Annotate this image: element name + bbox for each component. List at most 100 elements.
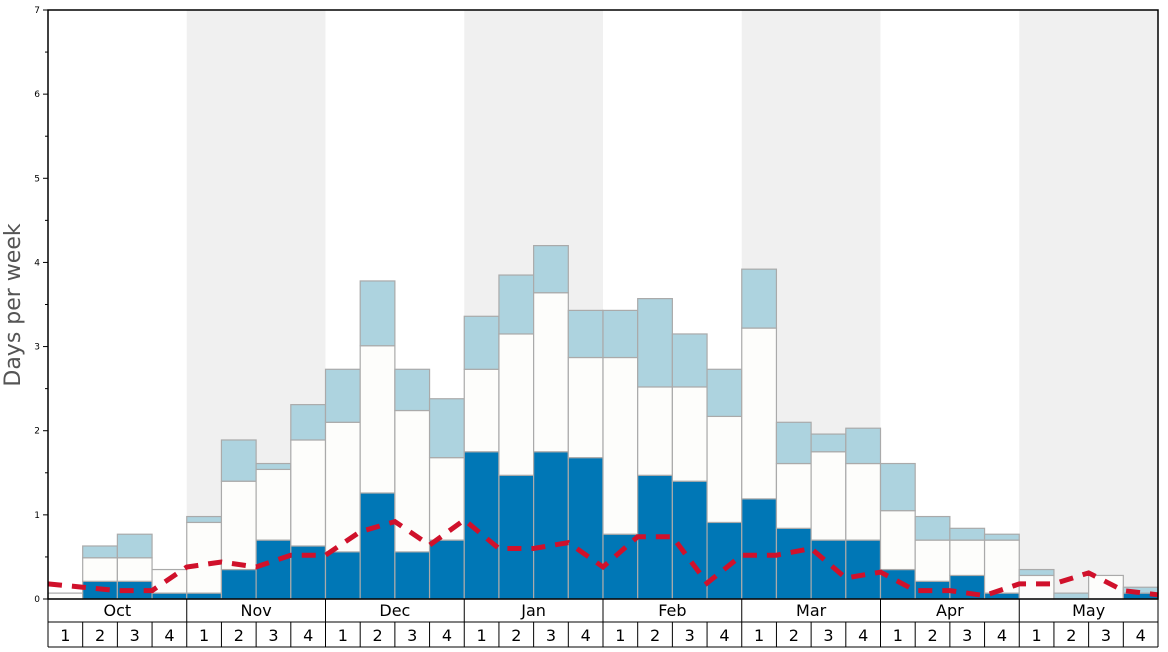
- axes: 0 1 2 3 4 5 6 7 Oct 1 2 3 4 Nov 1 2 3 4 Dec 1 2 3 4 Jan 1 2 3 4 Feb 1…: [34, 6, 1159, 648]
- bar-white: [810, 451, 847, 541]
- y-tick-label: 3: [34, 343, 40, 353]
- month-label: Mar: [796, 601, 827, 620]
- month-label: Nov: [241, 601, 272, 620]
- week-label: 1: [615, 626, 625, 645]
- y-tick-label: 1: [34, 511, 40, 521]
- bar-white: [255, 468, 292, 541]
- bar-light: [983, 533, 1020, 541]
- week-label: 2: [650, 626, 660, 645]
- bar-white: [290, 439, 327, 547]
- bar-light: [637, 298, 673, 388]
- average-line-path: [47, 516, 1159, 599]
- bar-white: [845, 462, 882, 541]
- bar-white: [741, 327, 778, 500]
- month-band-may: [1019, 10, 1158, 599]
- week-label: 3: [685, 626, 695, 645]
- week-label: 3: [130, 626, 140, 645]
- week-label: 4: [719, 626, 729, 645]
- bar-light: [220, 439, 257, 482]
- week-label: 2: [95, 626, 105, 645]
- bar-light: [116, 533, 153, 559]
- bar-dark: [428, 539, 465, 600]
- bar-light: [775, 421, 812, 465]
- week-label: 3: [962, 626, 972, 645]
- week-label: 2: [789, 626, 799, 645]
- week-label: 2: [1066, 626, 1076, 645]
- bar-light: [671, 333, 708, 388]
- week-label: 3: [268, 626, 278, 645]
- y-tick-label: 4: [34, 258, 40, 268]
- bar-light: [324, 368, 361, 423]
- bar-light: [1053, 592, 1090, 600]
- bar-dark: [151, 592, 188, 600]
- month-label: Dec: [379, 601, 410, 620]
- week-label: 2: [511, 626, 521, 645]
- bar-dark: [810, 539, 847, 600]
- bar-white: [671, 386, 708, 482]
- bar-light: [498, 274, 535, 335]
- month-label: Oct: [104, 601, 132, 620]
- bar-dark: [394, 551, 431, 600]
- bar-white: [706, 415, 743, 524]
- bar-dark: [602, 533, 639, 600]
- bar-light: [706, 368, 743, 418]
- bar-light: [394, 368, 431, 412]
- y-tick-label: 2: [34, 427, 40, 437]
- week-label: 3: [1101, 626, 1111, 645]
- bar-light: [845, 427, 882, 465]
- week-label: 2: [927, 626, 937, 645]
- bar-white: [47, 592, 84, 600]
- week-label: 4: [858, 626, 868, 645]
- week-label: 1: [60, 626, 70, 645]
- month-label: Apr: [936, 601, 964, 620]
- bar-white: [637, 386, 673, 476]
- bar-dark: [567, 457, 604, 600]
- bar-dark: [533, 451, 569, 600]
- week-label: 1: [1032, 626, 1042, 645]
- bar-white: [428, 457, 465, 541]
- week-label: 4: [581, 626, 591, 645]
- week-label: 4: [303, 626, 313, 645]
- bar-light: [290, 404, 327, 441]
- y-tick-label: 6: [34, 90, 40, 100]
- y-tick-label: 0: [34, 595, 40, 605]
- bar-white: [602, 356, 639, 535]
- bars: [47, 245, 1159, 600]
- bar-white: [116, 557, 153, 582]
- week-label: 3: [546, 626, 556, 645]
- y-tick-label: 5: [34, 174, 40, 184]
- week-label: 1: [338, 626, 348, 645]
- week-label: 4: [1136, 626, 1146, 645]
- bar-dark: [359, 492, 396, 600]
- bar-white: [879, 510, 916, 571]
- bar-white: [82, 557, 118, 582]
- bar-light: [359, 280, 396, 347]
- bar-dark: [324, 551, 361, 600]
- bar-light: [428, 398, 465, 459]
- week-label: 1: [754, 626, 764, 645]
- bar-light: [82, 545, 118, 559]
- y-axis-label: Days per week: [1, 223, 26, 386]
- y-tick-label: 7: [34, 6, 40, 16]
- bar-light: [1018, 568, 1055, 577]
- bar-dark: [845, 539, 882, 600]
- average-line: [47, 516, 1159, 599]
- bar-light: [741, 268, 778, 329]
- bar-white: [914, 539, 951, 582]
- bar-white: [775, 462, 812, 529]
- month-label: May: [1072, 601, 1105, 620]
- bar-light: [914, 515, 951, 541]
- bar-light: [602, 309, 639, 359]
- week-label: 3: [407, 626, 417, 645]
- bar-dark: [220, 568, 257, 600]
- week-label: 2: [372, 626, 382, 645]
- bar-white: [1018, 574, 1055, 600]
- bar-white: [186, 521, 223, 594]
- week-label: 1: [477, 626, 487, 645]
- bar-dark: [741, 498, 778, 600]
- bar-light: [949, 527, 986, 541]
- week-label: 1: [199, 626, 209, 645]
- bar-light: [533, 245, 569, 294]
- bar-light: [879, 462, 916, 512]
